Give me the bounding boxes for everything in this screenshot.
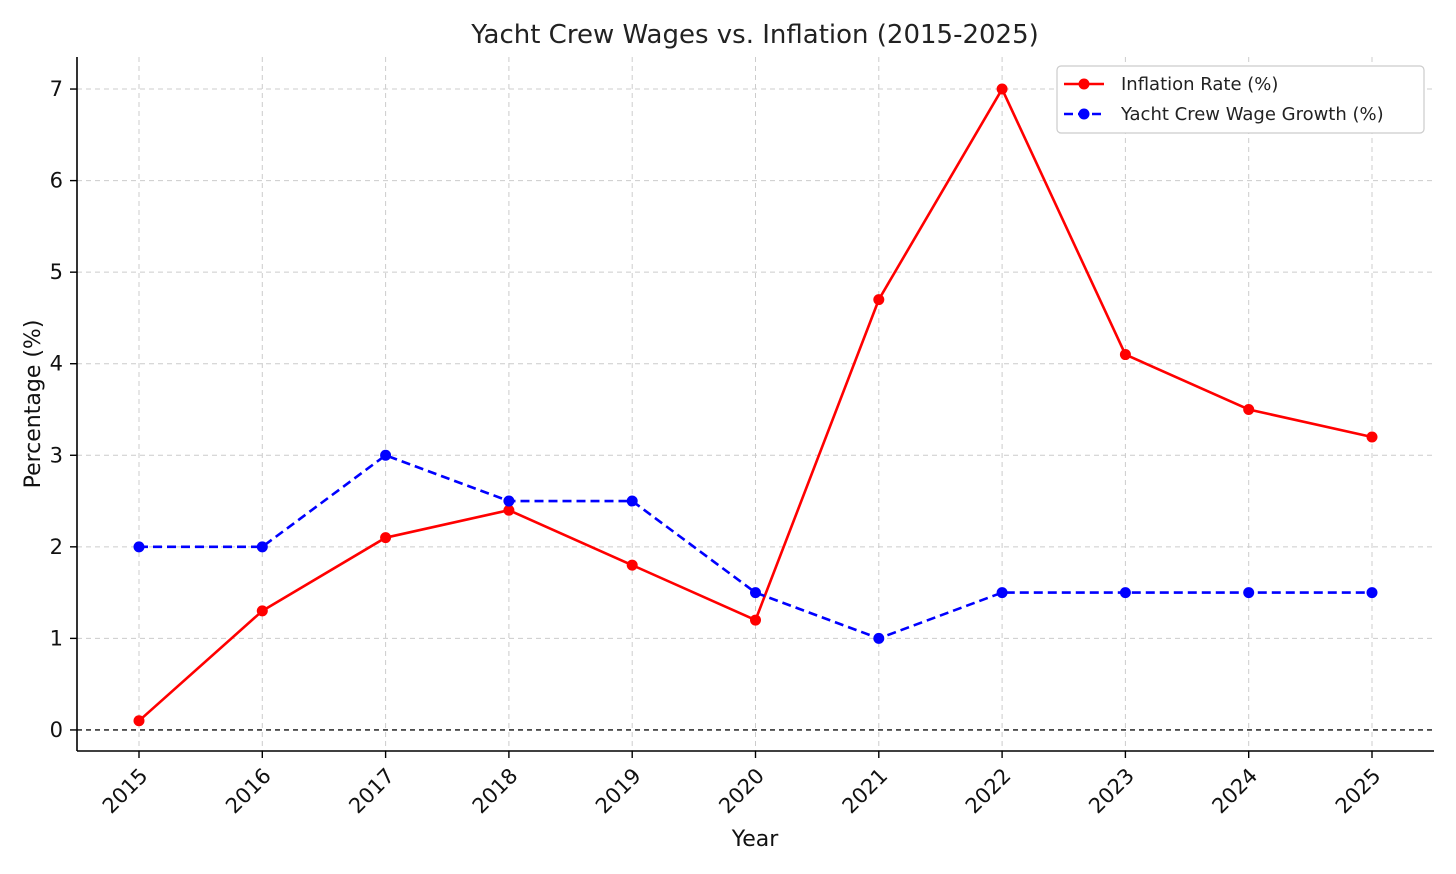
ticks-layer: 2015 2016 2017 2018 2019 2020 2021 2022 2023 2024… bbox=[50, 77, 1386, 818]
series-1-point bbox=[380, 449, 392, 461]
y-tick-label: 3 bbox=[50, 443, 63, 467]
grid-layer bbox=[77, 57, 1434, 751]
x-tick-label: 2022 bbox=[961, 764, 1016, 819]
x-tick-label: 2015 bbox=[98, 764, 153, 819]
y-tick-label: 4 bbox=[50, 352, 63, 376]
series-0 bbox=[133, 83, 1378, 727]
series-line-1 bbox=[139, 453, 1372, 640]
x-tick-label: 2024 bbox=[1207, 764, 1262, 819]
series-1-point bbox=[626, 495, 638, 507]
x-tick-label: 2021 bbox=[838, 764, 893, 819]
y-tick-label: 0 bbox=[50, 718, 63, 742]
series-1-point bbox=[996, 587, 1008, 599]
x-tick-label: 2019 bbox=[591, 764, 646, 819]
x-tick-label: 2025 bbox=[1331, 764, 1386, 819]
series-0-point bbox=[626, 559, 638, 571]
series-1-point bbox=[1243, 587, 1255, 599]
legend-items: Inflation Rate (%) Yacht Crew Wage Growth… bbox=[1064, 74, 1384, 125]
y-tick-label: 2 bbox=[50, 535, 63, 559]
series-0-point bbox=[1243, 403, 1255, 415]
y-tick-label: 6 bbox=[50, 169, 63, 193]
series-0-point bbox=[750, 614, 761, 626]
series-0-point bbox=[503, 504, 515, 516]
legend-label-1: Yacht Crew Wage Growth (%) bbox=[1120, 104, 1384, 125]
series-0-point bbox=[1119, 349, 1131, 361]
x-tick-label: 2017 bbox=[344, 764, 399, 819]
chart-title: Yacht Crew Wages vs. Inflation (2015-202… bbox=[470, 20, 1039, 50]
series-0-point bbox=[133, 715, 145, 727]
series-0-point bbox=[873, 294, 885, 306]
series-1-point bbox=[133, 541, 145, 553]
series-layer bbox=[133, 83, 1378, 727]
y-tick-label: 5 bbox=[50, 260, 63, 284]
y-tick-label: 1 bbox=[50, 626, 63, 650]
legend-box bbox=[1056, 65, 1425, 134]
x-tick-label: 2020 bbox=[714, 764, 769, 819]
y-axis-label: Percentage (%) bbox=[21, 320, 46, 489]
series-1-point bbox=[750, 587, 761, 599]
x-tick-label: 2023 bbox=[1084, 764, 1139, 819]
y-tick-label: 7 bbox=[50, 77, 63, 101]
series-0-point bbox=[1366, 431, 1378, 443]
x-axis-label: Year bbox=[731, 827, 780, 852]
series-1-point bbox=[1119, 587, 1131, 599]
legend-label-0: Inflation Rate (%) bbox=[1121, 74, 1278, 95]
series-1-point bbox=[1366, 587, 1378, 599]
series-1-point bbox=[873, 632, 885, 644]
series-1-point bbox=[503, 495, 515, 507]
series-1 bbox=[133, 449, 1378, 644]
series-0-point bbox=[996, 83, 1008, 95]
series-0-point bbox=[256, 605, 268, 617]
series-1-point bbox=[256, 541, 268, 553]
legend-swatch-marker-0 bbox=[1078, 78, 1090, 90]
series-0-point bbox=[380, 532, 392, 544]
legend: Inflation Rate (%) Yacht Crew Wage Growth… bbox=[1056, 65, 1425, 134]
x-tick-label: 2018 bbox=[468, 764, 523, 819]
x-tick-label: 2016 bbox=[221, 764, 276, 819]
legend-swatch-marker-1 bbox=[1078, 108, 1090, 120]
